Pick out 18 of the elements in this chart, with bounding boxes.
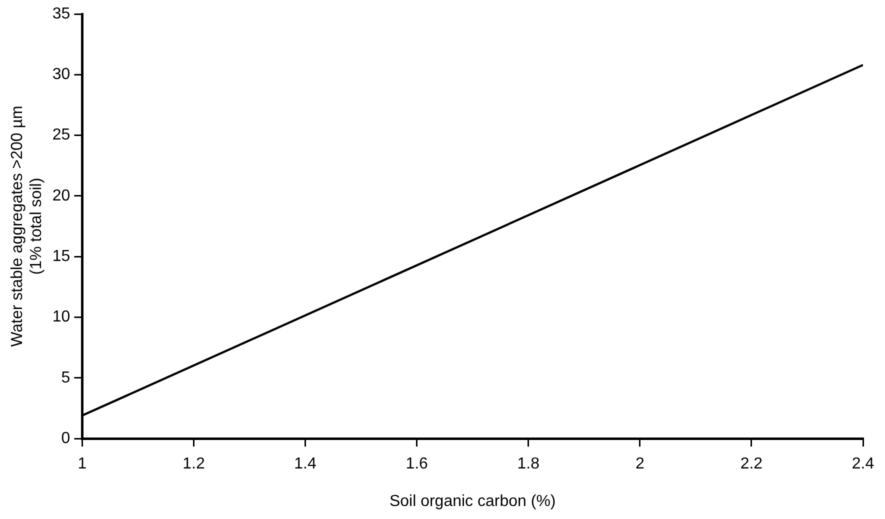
x-tick-label: 1.6 bbox=[406, 456, 428, 473]
y-tick-label: 20 bbox=[52, 187, 70, 204]
x-tick-label: 1.8 bbox=[517, 456, 540, 473]
y-tick-label: 15 bbox=[52, 248, 70, 266]
y-tick-label: 35 bbox=[52, 5, 70, 22]
x-tick-label: 1.2 bbox=[182, 456, 205, 473]
y-tick-label: 25 bbox=[52, 126, 70, 144]
x-axis-title: Soil organic carbon (%) bbox=[389, 492, 556, 510]
y-tick-label: 30 bbox=[52, 66, 70, 84]
y-tick-label: 0 bbox=[61, 430, 70, 448]
y-axis-title: Water stable aggregates >200 µm (1% total soil) bbox=[9, 106, 46, 347]
x-tick-label: 2.4 bbox=[852, 456, 874, 473]
x-tick-label: 2.2 bbox=[740, 456, 763, 473]
x-tick-label: 2 bbox=[635, 456, 644, 473]
x-tick-label: 1 bbox=[78, 456, 87, 473]
y-tick-label: 5 bbox=[61, 369, 70, 386]
x-tick-label: 1.4 bbox=[294, 456, 316, 473]
y-tick-label: 10 bbox=[52, 308, 70, 326]
